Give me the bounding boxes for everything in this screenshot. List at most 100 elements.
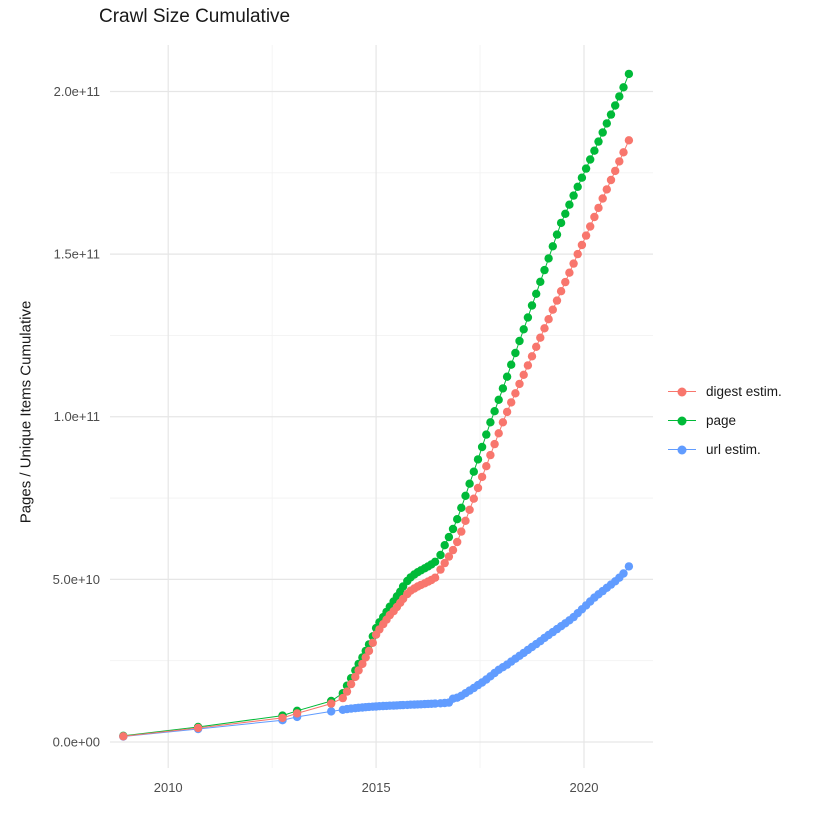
data-point bbox=[590, 146, 599, 155]
data-point bbox=[544, 315, 553, 324]
y-tick-label: 1.5e+11 bbox=[54, 247, 100, 262]
data-point bbox=[502, 407, 512, 417]
data-point bbox=[364, 646, 374, 656]
data-point bbox=[624, 136, 634, 145]
series-digest-estim bbox=[119, 136, 634, 741]
data-point bbox=[469, 494, 478, 503]
data-point bbox=[440, 541, 449, 550]
data-point bbox=[573, 182, 582, 191]
series-page bbox=[119, 69, 634, 740]
data-point bbox=[453, 515, 462, 524]
data-point bbox=[498, 418, 508, 427]
data-point bbox=[519, 370, 528, 379]
data-point bbox=[511, 389, 520, 398]
legend-label: url estim. bbox=[706, 442, 761, 457]
data-point bbox=[565, 268, 574, 277]
data-point bbox=[346, 679, 356, 689]
legend-key-icon bbox=[668, 445, 696, 455]
data-point bbox=[569, 259, 578, 268]
data-point bbox=[448, 524, 458, 534]
data-point bbox=[494, 395, 503, 404]
legend-label: digest estim. bbox=[706, 384, 782, 399]
data-point bbox=[548, 305, 557, 314]
data-point bbox=[602, 119, 611, 128]
data-point bbox=[606, 110, 616, 119]
data-point bbox=[552, 296, 562, 305]
y-tick-label: 5.0e+10 bbox=[53, 572, 100, 587]
legend-item: digest estim. bbox=[668, 384, 782, 399]
legend: digest estim. page url estim. bbox=[668, 384, 782, 471]
data-point bbox=[327, 699, 336, 708]
data-point bbox=[598, 194, 607, 203]
data-point bbox=[536, 333, 545, 342]
data-point bbox=[611, 101, 620, 110]
data-point bbox=[457, 503, 466, 512]
data-point bbox=[602, 185, 611, 194]
data-point bbox=[486, 450, 495, 460]
x-tick-label: 2015 bbox=[362, 780, 391, 795]
data-point bbox=[119, 732, 128, 741]
data-point bbox=[193, 723, 203, 733]
data-point bbox=[461, 516, 470, 525]
data-point bbox=[461, 491, 470, 500]
legend-key-icon bbox=[668, 416, 696, 426]
data-point bbox=[351, 672, 360, 682]
y-tick-label: 2.0e+11 bbox=[54, 84, 100, 99]
data-point bbox=[573, 249, 582, 259]
legend-key-icon bbox=[668, 387, 696, 397]
data-point bbox=[473, 483, 483, 493]
data-point bbox=[469, 467, 478, 476]
data-point bbox=[457, 527, 466, 536]
data-point bbox=[502, 372, 512, 381]
data-point bbox=[540, 265, 549, 275]
data-point bbox=[556, 287, 566, 296]
data-point bbox=[482, 430, 491, 439]
data-point bbox=[444, 532, 454, 542]
data-point bbox=[586, 222, 595, 231]
data-point bbox=[565, 200, 574, 209]
data-point bbox=[292, 709, 302, 718]
data-point bbox=[338, 693, 347, 703]
series-url-estim bbox=[119, 562, 634, 741]
x-tick-label: 2020 bbox=[570, 780, 599, 795]
data-point bbox=[569, 191, 578, 200]
data-point bbox=[453, 537, 462, 547]
data-point bbox=[327, 707, 336, 716]
data-point bbox=[561, 277, 570, 287]
data-point bbox=[436, 550, 445, 560]
data-point bbox=[611, 166, 620, 176]
data-point bbox=[515, 379, 524, 389]
data-point bbox=[536, 277, 545, 286]
data-point bbox=[278, 713, 287, 723]
data-point bbox=[430, 573, 440, 582]
data-point bbox=[624, 69, 634, 79]
y-tick-label: 0.0e+00 bbox=[53, 734, 100, 749]
data-point bbox=[532, 289, 541, 298]
data-point bbox=[619, 83, 628, 92]
data-point bbox=[594, 137, 603, 146]
data-point bbox=[361, 653, 370, 662]
data-point bbox=[523, 361, 533, 370]
y-tick-label: 1.0e+11 bbox=[54, 409, 100, 424]
legend-item: page bbox=[668, 413, 782, 428]
data-point bbox=[556, 218, 566, 228]
data-point bbox=[594, 203, 603, 213]
data-point bbox=[523, 313, 533, 322]
data-point bbox=[511, 348, 520, 358]
data-point bbox=[444, 552, 454, 561]
data-point bbox=[473, 455, 483, 464]
data-point bbox=[552, 230, 562, 239]
data-point bbox=[368, 638, 377, 647]
data-point bbox=[354, 666, 363, 675]
chart-title: Crawl Size Cumulative bbox=[99, 6, 291, 27]
data-point bbox=[490, 439, 499, 449]
data-point bbox=[586, 155, 595, 164]
data-point bbox=[507, 398, 516, 407]
data-point bbox=[540, 324, 549, 333]
data-point bbox=[519, 325, 528, 334]
data-point bbox=[532, 342, 541, 351]
data-point bbox=[615, 92, 624, 101]
data-point bbox=[465, 505, 474, 514]
legend-item: url estim. bbox=[668, 442, 782, 457]
